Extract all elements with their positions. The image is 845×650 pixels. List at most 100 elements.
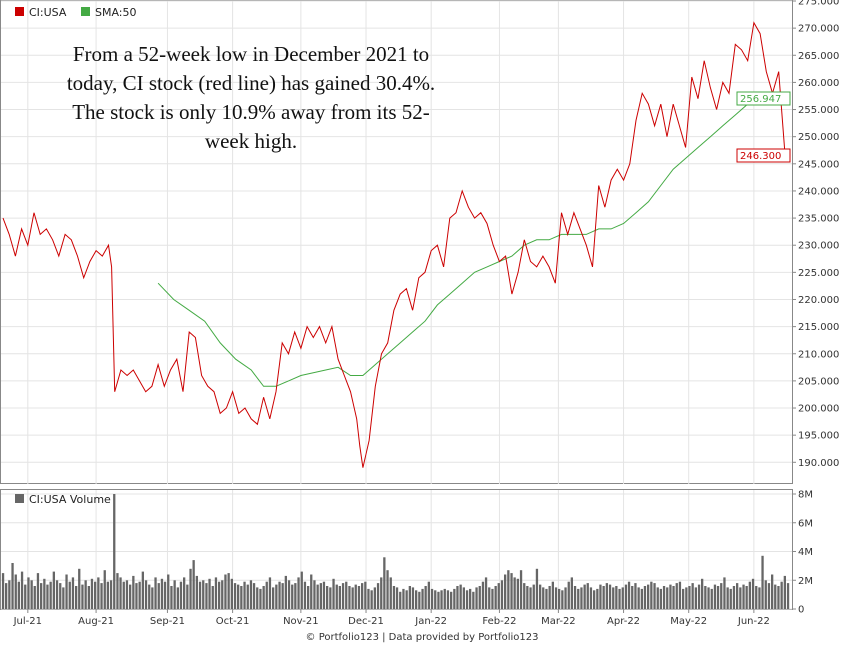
volume-bar xyxy=(577,588,580,609)
volume-bar xyxy=(745,586,748,609)
volume-bar xyxy=(97,577,100,609)
volume-bar xyxy=(113,494,116,609)
volume-bar xyxy=(771,574,774,609)
volume-bar xyxy=(542,587,545,609)
volume-bar xyxy=(739,587,742,609)
volume-legend: CI:USA Volume xyxy=(15,493,111,506)
volume-bar xyxy=(319,583,322,609)
volume-bar xyxy=(434,590,437,609)
volume-bar xyxy=(573,586,577,609)
price-y-tick-label: 215.000 xyxy=(798,322,839,333)
volume-bar xyxy=(716,586,720,609)
volume-bar xyxy=(370,590,373,609)
volume-bar xyxy=(570,577,573,609)
volume-bar xyxy=(399,591,402,610)
volume-bar xyxy=(313,580,316,610)
price-y-tick-label: 210.000 xyxy=(798,349,839,360)
volume-bar xyxy=(1,573,5,609)
price-y-tick-label: 265.000 xyxy=(798,51,839,62)
legend-label-sma: SMA:50 xyxy=(95,6,137,19)
volume-bar xyxy=(707,587,710,609)
volume-bar xyxy=(135,583,138,609)
volume-bar xyxy=(513,577,516,609)
sma-layer xyxy=(157,98,789,387)
volume-bar xyxy=(252,583,256,609)
volume-bar xyxy=(307,586,310,609)
volume-bar xyxy=(494,586,497,609)
volume-bar xyxy=(389,577,392,609)
volume-bar xyxy=(383,557,386,610)
volume-bar xyxy=(532,584,535,609)
volume-bar xyxy=(116,573,119,609)
volume-bar xyxy=(666,587,669,609)
volume-bar xyxy=(758,587,761,609)
volume-bar xyxy=(183,577,186,609)
volume-bar xyxy=(723,577,726,609)
volume-bars xyxy=(1,494,790,610)
volume-bar xyxy=(275,584,278,609)
volume-bar xyxy=(475,587,478,609)
volume-bar xyxy=(240,586,243,609)
volume-bar xyxy=(17,581,20,609)
volume-bar xyxy=(287,580,291,610)
volume-bar xyxy=(586,583,589,609)
footer-credit: © Portfolio123 | Data provided by Portfo… xyxy=(306,632,539,643)
volume-bar xyxy=(27,577,30,609)
price-panel: 190.000 195.000 200.000 205.000 210.000 215.0… xyxy=(0,0,839,484)
volume-bar xyxy=(167,574,170,609)
volume-bar xyxy=(755,586,758,609)
volume-bar xyxy=(421,588,424,609)
volume-bar xyxy=(777,586,780,609)
volume-bar xyxy=(354,584,357,609)
volume-bar xyxy=(710,588,713,609)
volume-bar xyxy=(510,573,513,609)
volume-bar xyxy=(650,581,653,609)
volume-bar xyxy=(262,586,265,609)
volume-bar xyxy=(701,578,704,609)
volume-bar xyxy=(783,575,786,609)
volume-bar xyxy=(405,590,408,609)
sma-end-label-text: 256.947 xyxy=(740,94,781,105)
volume-bar xyxy=(68,581,71,609)
volume-bar xyxy=(195,575,198,609)
volume-bar xyxy=(148,584,151,609)
volume-bar xyxy=(157,583,160,609)
volume-bar xyxy=(176,587,179,609)
volume-bar xyxy=(71,577,75,609)
volume-bar xyxy=(411,587,415,609)
volume-bar xyxy=(697,584,701,609)
volume-bar xyxy=(345,581,348,609)
volume-bar xyxy=(488,587,491,609)
volume-bar xyxy=(672,586,675,609)
volume-bar xyxy=(551,581,554,609)
volume-bar xyxy=(656,587,659,609)
volume-bar xyxy=(589,587,593,609)
volume-bar xyxy=(361,583,364,609)
volume-bar xyxy=(237,584,240,609)
volume-bar xyxy=(8,580,11,610)
volume-bar xyxy=(583,584,586,609)
volume-bar xyxy=(631,586,634,609)
volume-bar xyxy=(341,583,345,609)
volume-bar xyxy=(386,570,389,609)
volume-panel: 0 2M 4M 6M 8M CI:USA Volume xyxy=(0,489,813,616)
volume-bar xyxy=(55,580,59,610)
volume-bar xyxy=(761,555,764,609)
volume-bar xyxy=(202,580,205,610)
volume-bar xyxy=(459,584,462,609)
volume-bar xyxy=(732,586,736,609)
volume-bar xyxy=(516,578,519,609)
volume-bar xyxy=(535,568,539,610)
volume-bar xyxy=(526,586,529,609)
volume-bar xyxy=(43,578,46,609)
volume-bar xyxy=(310,574,313,609)
x-tick-label: Apr-22 xyxy=(607,616,640,627)
volume-bar xyxy=(246,584,249,609)
volume-bar xyxy=(179,581,183,609)
volume-bar xyxy=(554,587,558,609)
volume-bar xyxy=(402,588,405,609)
price-end-label-text: 246.300 xyxy=(740,151,781,162)
volume-bar xyxy=(424,586,427,609)
price-y-tick-label: 205.000 xyxy=(798,376,839,387)
sma-end-label: 256.947 xyxy=(736,91,791,106)
